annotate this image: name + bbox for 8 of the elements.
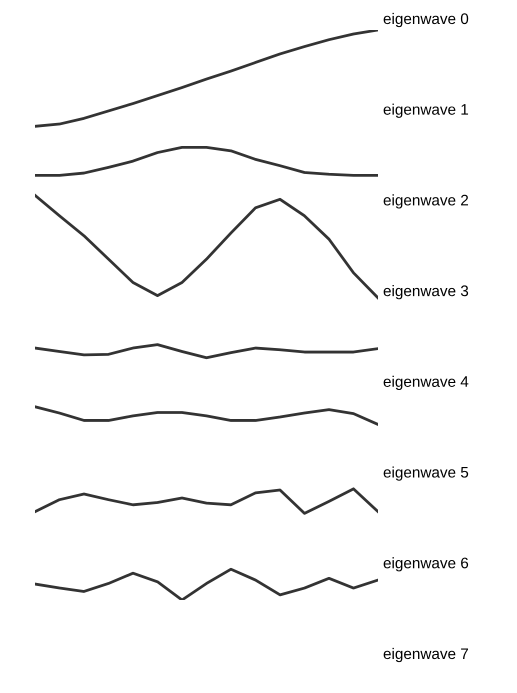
annotation: eigenwave 3: [384, 285, 468, 300]
annotation: eigenwave 6: [384, 557, 468, 572]
text: eigenwave 0: [384, 12, 468, 28]
annotation: eigenwave 2: [384, 194, 468, 209]
annotation: eigenwave 1: [384, 104, 468, 118]
text: eigenwave 7: [384, 648, 468, 662]
annotation: eigenwave 4: [384, 376, 468, 390]
annotation: eigenwave 5: [384, 466, 468, 481]
